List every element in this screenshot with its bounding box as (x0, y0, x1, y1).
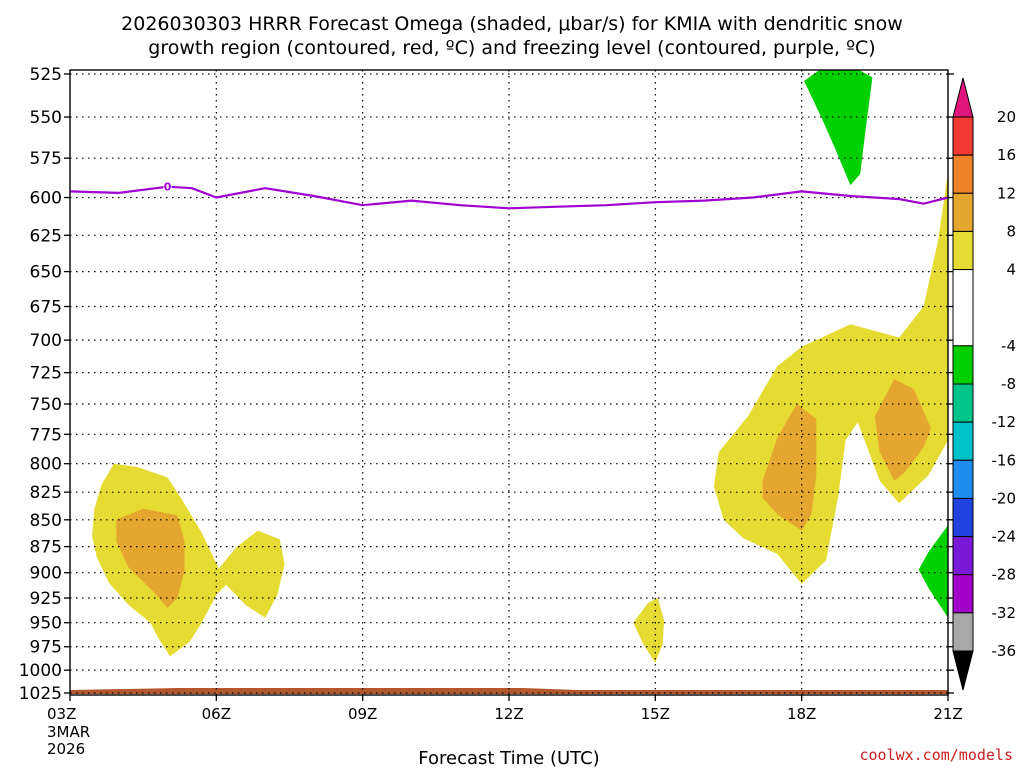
colorbar-label--28: -28 (992, 566, 1017, 584)
gridlines (70, 70, 948, 695)
sinking-yellow-small (633, 598, 665, 663)
colorbar-label--12: -12 (992, 413, 1017, 431)
surface-band-layer (70, 688, 948, 694)
colorbar-label--32: -32 (992, 604, 1017, 622)
colorbar-segment-12-16 (952, 154, 974, 194)
credit-text: coolwx.com/models (859, 746, 1013, 764)
sinking-yellow-right (713, 172, 948, 584)
x-tick-label-18Z: 18Z (787, 705, 816, 723)
colorbar-label--8: -8 (1001, 375, 1016, 393)
colorbar-segment--20--16 (952, 459, 974, 499)
y-tick-label-575: 575 (30, 149, 62, 169)
y-tick-label-900: 900 (30, 564, 62, 584)
y-tick-label-725: 725 (30, 364, 62, 384)
colorbar-segment--36--32 (952, 612, 974, 652)
upward-motion-green-lower (918, 525, 948, 618)
freezing-level-label-bg (163, 179, 172, 192)
y-tick-label-700: 700 (30, 331, 62, 351)
chart-title-line-1: 2026030303 HRRR Forecast Omega (shaded, … (121, 13, 903, 35)
colorbar-segment--28--24 (952, 536, 974, 576)
y-tick-label-625: 625 (30, 226, 62, 246)
freezing-level-line (69, 185, 949, 210)
y-tick-label-775: 775 (30, 425, 62, 445)
colorbar: 20 16 12 8 4 -4 -8 -12 -16 -20 -24 -28 -32 -36 (952, 77, 1017, 691)
freezing-level-layer: 0 (69, 179, 949, 210)
y-tick-label-750: 750 (30, 395, 62, 415)
sinking-yellow-left (92, 463, 285, 657)
x-tick-label-12Z: 12Z (494, 705, 523, 723)
colorbar-segment-8-12 (952, 192, 974, 232)
x-axis-ticks: 03Z 06Z 09Z 12Z 15Z 18Z 21Z (47, 695, 963, 723)
surface-band (70, 688, 948, 694)
colorbar-label-20: 20 (997, 108, 1016, 126)
colorbar-segment--8--4 (952, 345, 974, 385)
colorbar-segment--12--8 (952, 383, 974, 423)
colorbar-segment--16--12 (952, 421, 974, 461)
x-date-year: 2026 (47, 740, 85, 758)
y-tick-label-850: 850 (30, 511, 62, 531)
x-tick-label-06Z: 06Z (202, 705, 231, 723)
sinking-orange-left (116, 508, 185, 608)
y-tick-label-925: 925 (30, 589, 62, 609)
colorbar-label-4: 4 (1006, 261, 1016, 279)
colorbar-label--16: -16 (992, 451, 1017, 469)
y-tick-label-975: 975 (30, 638, 62, 658)
y-tick-label-525: 525 (30, 65, 62, 85)
x-tick-label-09Z: 09Z (348, 705, 377, 723)
x-date-month: 3MAR (47, 723, 90, 741)
y-tick-label-650: 650 (30, 263, 62, 283)
y-tick-label-825: 825 (30, 483, 62, 503)
colorbar-segment--24--20 (952, 497, 974, 538)
colorbar-bottom-arrow (952, 650, 974, 691)
colorbar-label--36: -36 (992, 642, 1017, 660)
colorbar-segment--4-4 (952, 269, 974, 347)
y-tick-label-1025: 1025 (19, 684, 62, 704)
x-tick-label-03Z: 03Z (47, 705, 76, 723)
y-tick-label-600: 600 (30, 189, 62, 209)
colorbar-segment-4-8 (952, 230, 974, 271)
y-tick-label-950: 950 (30, 614, 62, 634)
y-tick-label-1000: 1000 (19, 661, 62, 681)
x-tick-label-15Z: 15Z (641, 705, 670, 723)
colorbar-label--24: -24 (992, 528, 1017, 546)
y-tick-label-800: 800 (30, 455, 62, 475)
y-tick-label-875: 875 (30, 538, 62, 558)
colorbar-label-8: 8 (1006, 222, 1016, 240)
y-tick-label-550: 550 (30, 108, 62, 128)
chart-title-line-2: growth region (contoured, red, ºC) and f… (148, 37, 875, 59)
omega-shaded-regions (92, 70, 948, 663)
x-tick-label-21Z: 21Z (933, 705, 962, 723)
colorbar-label--4: -4 (1001, 337, 1016, 355)
colorbar-segment--32--28 (952, 574, 974, 614)
sinking-orange-right-a (762, 404, 817, 531)
colorbar-top-arrow (952, 77, 974, 118)
colorbar-label-12: 12 (997, 184, 1016, 202)
y-tick-label-675: 675 (30, 298, 62, 318)
x-axis-label: Forecast Time (UTC) (418, 748, 599, 768)
colorbar-label-16: 16 (997, 146, 1016, 164)
colorbar-segment-16-20 (952, 116, 974, 156)
colorbar-label--20: -20 (992, 489, 1017, 507)
freezing-level-label: 0 (164, 181, 172, 194)
upward-motion-green-upper (804, 70, 873, 186)
y-axis-ticks: 525 550 575 600 625 650 675 700 725 750 775 800 825 8… (19, 65, 954, 704)
